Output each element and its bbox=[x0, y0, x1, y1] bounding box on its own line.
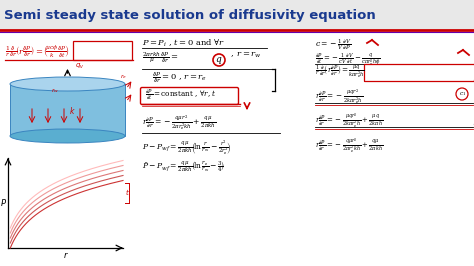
Text: $r\frac{\partial P}{\partial r} = -\frac{\mu qr^2}{2k\pi r_e^2 h}$: $r\frac{\partial P}{\partial r} = -\frac… bbox=[315, 87, 363, 106]
Text: $\bar{P} - P_{wf} = \frac{q\mu}{2\pi kh}\!\left(\!\ln\frac{r_e}{r_w} - \frac{3}{: $\bar{P} - P_{wf} = \frac{q\mu}{2\pi kh}… bbox=[142, 160, 225, 175]
Text: $k$: $k$ bbox=[69, 105, 76, 115]
Text: r: r bbox=[64, 251, 67, 260]
Text: $r_w$: $r_w$ bbox=[51, 86, 60, 95]
Text: $q$: $q$ bbox=[215, 55, 223, 65]
Text: $r\frac{\partial P}{\partial r} = -\frac{q\mu r^2}{2\pi r_e^2 kh} + \frac{q\mu}{: $r\frac{\partial P}{\partial r} = -\frac… bbox=[315, 136, 383, 155]
Text: P: P bbox=[0, 198, 6, 207]
Text: $,\;r=r_w$: $,\;r=r_w$ bbox=[230, 51, 262, 60]
Text: $\frac{2\pi rkh}{\mu}\frac{\partial P}{\partial r}=$: $\frac{2\pi rkh}{\mu}\frac{\partial P}{\… bbox=[142, 51, 179, 65]
Text: $\frac{\partial P}{\partial r} = 0\ ,\,r=r_e$: $\frac{\partial P}{\partial r} = 0\ ,\,r… bbox=[152, 70, 207, 85]
Text: $P - P_{wf} = \frac{q\mu}{2\pi kh}\!\left(\!\ln\frac{r}{r_w} - \frac{r^2}{2r_e^2: $P - P_{wf} = \frac{q\mu}{2\pi kh}\!\lef… bbox=[142, 139, 231, 157]
Text: $\frac{1}{r}\frac{\partial}{\partial r}\!\left(r\frac{\partial P}{\partial r}\ri: $\frac{1}{r}\frac{\partial}{\partial r}\… bbox=[5, 44, 70, 60]
Text: t: t bbox=[126, 190, 129, 196]
Text: $r\frac{\partial P}{\partial r} = -\frac{q\mu r^2}{2\pi r_e^2 kh} + \frac{q\mu}{: $r\frac{\partial P}{\partial r} = -\frac… bbox=[142, 114, 216, 133]
Ellipse shape bbox=[10, 77, 125, 91]
Ellipse shape bbox=[10, 129, 125, 143]
Text: $\frac{\partial P}{\partial t} = -\frac{1}{cV}\frac{\partial V}{\partial t} - \f: $\frac{\partial P}{\partial t} = -\frac{… bbox=[315, 51, 381, 68]
Text: $c_1$: $c_1$ bbox=[458, 90, 465, 98]
Bar bbox=[10, 84, 125, 136]
Bar bbox=[0, 32, 474, 266]
Bar bbox=[0, 0, 474, 30]
Text: $c = -\frac{1}{V}\frac{\partial V}{\partial P}$: $c = -\frac{1}{V}\frac{\partial V}{\part… bbox=[315, 38, 352, 52]
Text: $q_v$: $q_v$ bbox=[75, 61, 85, 70]
Text: $\frac{1}{r}\frac{\partial}{\partial r}\!\left(r\frac{\partial P}{\partial r}\ri: $\frac{1}{r}\frac{\partial}{\partial r}\… bbox=[315, 64, 365, 80]
Text: $r\frac{\partial P}{\partial r} = -\frac{\mu qr^2}{2k\pi r_e^2 h} + \frac{\mu q}: $r\frac{\partial P}{\partial r} = -\frac… bbox=[315, 111, 383, 130]
Text: $\frac{\partial P}{\partial t} = \mathrm{constant}\ ,\,\forall r,t$: $\frac{\partial P}{\partial t} = \mathrm… bbox=[145, 88, 216, 102]
Text: $P = P_i\ ,\,t = 0\ \mathrm{and}\ \forall r$: $P = P_i\ ,\,t = 0\ \mathrm{and}\ \foral… bbox=[142, 38, 225, 49]
Text: $r_e$: $r_e$ bbox=[120, 72, 127, 81]
Text: Semi steady state solution of diffusivity equation: Semi steady state solution of diffusivit… bbox=[4, 9, 376, 22]
